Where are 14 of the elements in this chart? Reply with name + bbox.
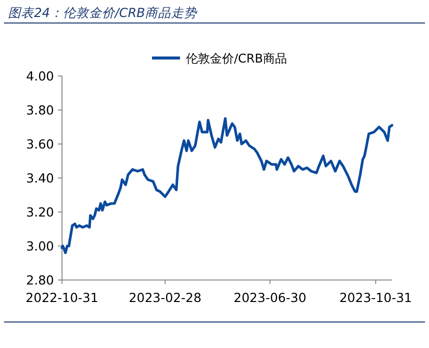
y-tick-label: 3.80: [26, 102, 54, 118]
y-tick-label: 3.20: [26, 204, 54, 220]
legend-label: 伦敦金价/CRB商品: [186, 52, 287, 66]
x-tick-label: 2023-10-31: [339, 290, 412, 305]
y-tick-label: 4.00: [26, 68, 54, 84]
title: 图表24：伦敦金价/CRB商品走势: [8, 5, 198, 20]
x-tick-label: 2022-10-31: [26, 290, 98, 305]
y-tick-label: 3.60: [26, 136, 54, 152]
y-tick-label: 3.00: [26, 238, 54, 254]
y-tick-label: 2.80: [26, 272, 54, 288]
y-tick-label: 3.40: [26, 170, 54, 186]
x-tick-label: 2023-02-28: [128, 290, 202, 305]
x-tick-label: 2023-06-30: [234, 290, 306, 305]
legend: 伦敦金价/CRB商品: [152, 52, 287, 66]
